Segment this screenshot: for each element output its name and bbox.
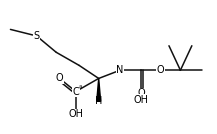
Text: O: O — [157, 65, 165, 75]
Text: O: O — [56, 73, 63, 83]
Text: a: a — [79, 84, 82, 89]
Text: OH: OH — [68, 109, 83, 119]
Text: C: C — [72, 87, 79, 96]
Text: O: O — [137, 88, 145, 98]
Text: OH: OH — [134, 95, 149, 105]
Text: O: O — [137, 88, 145, 98]
Polygon shape — [97, 78, 101, 101]
Text: H: H — [95, 96, 102, 106]
Text: N: N — [116, 65, 124, 75]
Text: S: S — [34, 31, 40, 41]
